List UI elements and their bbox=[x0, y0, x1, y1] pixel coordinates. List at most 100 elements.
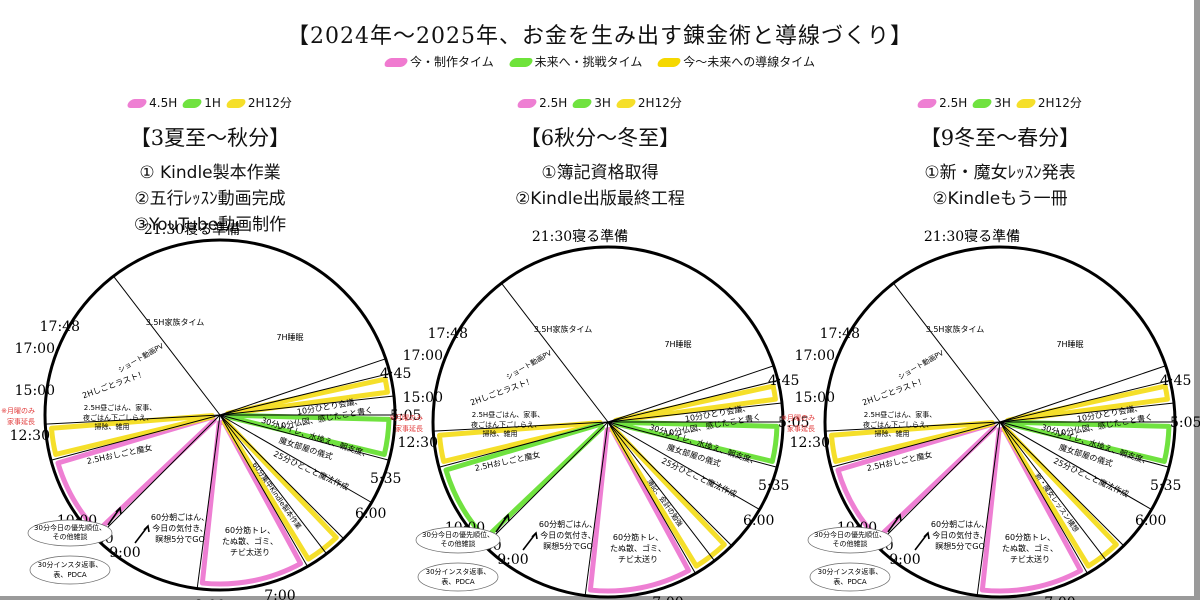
time-label: 5:05 bbox=[778, 415, 809, 431]
time-label: 5:35 bbox=[1150, 478, 1181, 494]
segment-label: 30分今日の優先順位、 bbox=[814, 530, 886, 539]
segment-label: ※月曜のみ bbox=[389, 414, 423, 422]
segment-label: ※月曜のみ bbox=[781, 414, 815, 422]
season-panel: 4.5H 1H 2H12分 【3夏至～秋分】 ① Kindle製本作業 ②五行ﾚｯｽﾝ動画… bbox=[1, 0, 421, 600]
panel-legend-item: 2H12分 bbox=[614, 96, 682, 110]
time-label: 9:00 bbox=[889, 552, 920, 568]
pink-segment-morning bbox=[979, 426, 1084, 594]
time-label: 17:00 bbox=[795, 348, 835, 364]
legend-value: 2H12分 bbox=[1037, 96, 1082, 110]
yellow-segment-sns bbox=[1001, 425, 1119, 569]
green-segment bbox=[613, 419, 780, 464]
yellow-segment-sns bbox=[221, 418, 339, 562]
panel-legend: 4.5H 1H 2H12分 bbox=[10, 94, 410, 111]
yellow-segment-magic bbox=[225, 376, 390, 417]
panel-legend: 2.5H 3H 2H12分 bbox=[800, 94, 1200, 111]
time-label: 21:30寝る準備 bbox=[924, 228, 1020, 245]
segment-label: 瞑想5分でGO bbox=[543, 541, 593, 551]
time-label: 5:05 bbox=[1170, 415, 1200, 431]
time-divider bbox=[607, 421, 715, 562]
panel-title: 【6秋分～冬至】 bbox=[519, 126, 681, 150]
legend-label: 未来へ・挑戦タイム bbox=[534, 55, 643, 69]
segment-label: その他雑談 bbox=[53, 532, 88, 541]
time-divider bbox=[999, 365, 1166, 423]
segment-label: 掃除、雑用 bbox=[875, 429, 910, 438]
segment-label: 3.5H家族タイム bbox=[534, 324, 593, 334]
time-divider bbox=[607, 421, 760, 510]
time-label: 17:48 bbox=[428, 326, 468, 342]
time-divider bbox=[607, 421, 778, 468]
segment-label: 夜ごはん下ごしらえ、 bbox=[83, 413, 153, 422]
time-label: 17:48 bbox=[820, 326, 860, 342]
segment-label: 今日の気付き、 bbox=[932, 530, 987, 540]
legend-value: 3H bbox=[594, 96, 611, 110]
segment-label: たぬ散、ゴミ、 bbox=[1002, 543, 1058, 553]
season-panel: 2.5H 3H 2H12分 【6秋分～冬至】 ①簿記資格取得 ②Kindle出版最終工程 2… bbox=[389, 0, 809, 600]
time-divider bbox=[893, 282, 1001, 423]
segment-label: 60分朝ごはん、 bbox=[931, 519, 989, 529]
time-divider bbox=[483, 421, 609, 547]
note-bubble-insta bbox=[417, 562, 499, 592]
segment-label: 夜ごはん下ごしらえ、 bbox=[471, 420, 541, 429]
segment-label: チビ太送り bbox=[230, 547, 270, 557]
segment-label: ※月曜のみ bbox=[1, 407, 35, 415]
time-divider bbox=[830, 421, 1001, 468]
pink-segment-morning bbox=[587, 426, 692, 594]
segment-label: 7H睡眠 bbox=[276, 333, 303, 342]
time-divider bbox=[607, 365, 774, 423]
arrow-head-icon bbox=[923, 531, 930, 540]
segment-label: たぬ散、ゴミ、 bbox=[222, 536, 278, 546]
time-divider bbox=[999, 402, 1175, 423]
time-label: 21:30寝る準備 bbox=[532, 228, 628, 245]
time-label: 7:00 bbox=[1044, 595, 1075, 600]
panel-task: ① Kindle製本作業 bbox=[139, 163, 281, 183]
segment-label: チビ太送り bbox=[618, 554, 658, 564]
panel-legend-item: 3H bbox=[971, 96, 1011, 110]
arrow-head-icon bbox=[895, 513, 902, 522]
season-panel: 2.5H 3H 2H12分 【9冬至～春分】 ①新・魔女ﾚｯｽﾝ発表 ②Kindleもう一… bbox=[781, 0, 1200, 600]
time-label: 17:00 bbox=[15, 341, 55, 357]
segment-label: 3.5H家族タイム bbox=[926, 324, 985, 334]
green-segment bbox=[1005, 419, 1172, 464]
panel-legend-item: 2H12分 bbox=[224, 96, 292, 110]
panel-task: ②Kindle出版最終工程 bbox=[515, 189, 685, 209]
time-divider bbox=[999, 421, 1088, 574]
panel-task: ①簿記資格取得 bbox=[541, 163, 659, 183]
time-label: 9:00 bbox=[497, 552, 528, 568]
legend-value: 1H bbox=[204, 96, 221, 110]
segment-label: 7H睡眠 bbox=[664, 340, 691, 349]
time-label: 8:00 bbox=[194, 598, 225, 600]
panel-task: ①新・魔女ﾚｯｽﾝ発表 bbox=[924, 163, 1076, 183]
yellow-segment-magic bbox=[613, 383, 778, 424]
time-label: 15:00 bbox=[15, 383, 55, 399]
time-label: 6:00 bbox=[355, 506, 386, 522]
time-label: 21:30寝る準備 bbox=[144, 221, 240, 238]
time-label: 5:35 bbox=[370, 471, 401, 487]
panel-legend-item: 3H bbox=[571, 96, 611, 110]
legend-item-yellow: 今～未来への導線タイム bbox=[656, 53, 815, 70]
yellow-segment-short bbox=[437, 420, 603, 464]
yellow-segment-short bbox=[829, 420, 995, 464]
time-label: 12:30 bbox=[790, 435, 830, 451]
time-divider bbox=[999, 421, 1125, 547]
time-divider bbox=[196, 414, 221, 589]
segment-label: 今日の気付き、 bbox=[152, 523, 207, 533]
note-bubble-priority bbox=[27, 519, 113, 547]
time-label: 7:00 bbox=[652, 595, 683, 600]
legend-value: 3H bbox=[994, 96, 1011, 110]
segment-label: 表、PDCA bbox=[441, 577, 474, 586]
time-label: 15:00 bbox=[795, 390, 835, 406]
segment-label: 家事延長 bbox=[395, 424, 423, 433]
segment-label: チビ太送り bbox=[1010, 554, 1050, 564]
segment-label: 7H睡眠 bbox=[1056, 340, 1083, 349]
time-divider bbox=[219, 395, 395, 416]
segment-label: 今日の気付き、 bbox=[540, 530, 595, 540]
note-bubble-insta bbox=[809, 562, 891, 592]
note-bubble-priority bbox=[807, 526, 893, 554]
time-label: 4:45 bbox=[1160, 373, 1191, 389]
time-divider bbox=[50, 414, 221, 461]
time-divider bbox=[999, 379, 1171, 423]
time-divider bbox=[219, 414, 327, 555]
segment-label: 表、PDCA bbox=[833, 577, 866, 586]
